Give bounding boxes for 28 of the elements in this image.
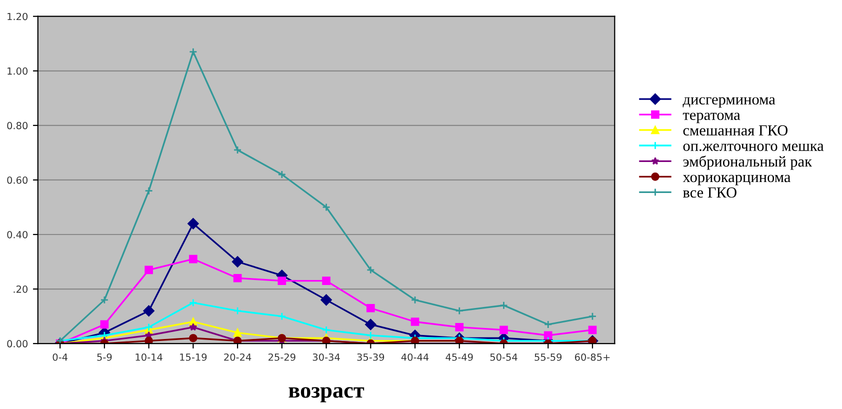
y-tick-label: 0.80 [7,122,28,130]
legend-label: смешанная ГКО [683,125,788,136]
legend-label: оп.желточного мешка [683,144,824,152]
legend-label: эмбриональный рак [683,156,812,170]
legend-label: хориокарцинома [682,174,791,186]
legend-label: тератома [682,112,740,124]
x-tick-label: 40-44 [401,353,429,361]
x-tick-label: 55-59 [534,353,562,361]
x-tick-label: 35-39 [357,353,384,361]
y-tick-label: 1.00 [8,67,28,75]
x-tick-label: 50-54 [490,353,518,361]
legend-label: все ГКО [683,187,736,198]
x-tick-label: 10-14 [136,353,162,361]
y-tick-label: .20 [14,286,28,293]
x-axis-title: возраст [288,387,364,402]
x-tick-label: 5-9 [97,353,112,361]
text: 0.00 [7,340,28,348]
x-tick-label: 20-24 [224,353,252,361]
x-tick-label: 15-19 [180,353,207,361]
x-tick-label: 25-29 [268,353,296,361]
y-tick-label: 0.60 [7,176,28,184]
y-tick-label: 1.20 [8,12,28,20]
x-tick-label: 60-85+ [574,353,610,361]
x-tick-label: 30-34 [312,353,340,361]
x-tick-label: 45-49 [446,353,473,361]
legend-label: дисгерминома [682,97,776,108]
x-tick-label: 0-4 [52,353,68,361]
y-tick-label: 0.40 [7,230,28,238]
